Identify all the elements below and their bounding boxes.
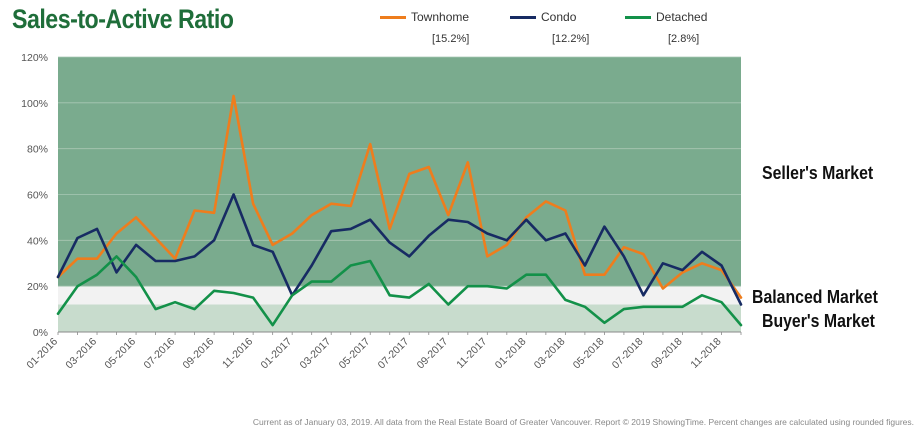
legend-pct-condo: [12.2%] bbox=[552, 33, 590, 45]
zone-label-seller: Seller's Market bbox=[762, 163, 874, 183]
x-tick-label: 01-2016 bbox=[24, 336, 60, 372]
x-tick-label: 07-2016 bbox=[141, 336, 177, 372]
legend-swatch-detached bbox=[625, 16, 651, 20]
legend-detached: Detached bbox=[625, 10, 707, 24]
legend-swatch-townhome bbox=[380, 16, 406, 20]
y-tick-label: 40% bbox=[27, 235, 48, 247]
x-tick-label: 03-2017 bbox=[298, 336, 334, 372]
legend-swatch-condo bbox=[510, 16, 536, 20]
x-tick-label: 05-2017 bbox=[337, 336, 373, 372]
x-tick-label: 11-2018 bbox=[688, 336, 723, 371]
grid-layer bbox=[58, 56, 741, 287]
x-tick-label: 03-2018 bbox=[532, 336, 568, 372]
y-tick-label: 120% bbox=[21, 52, 48, 64]
zone-label-balanced: Balanced Market bbox=[752, 287, 878, 307]
y-tick-label: 0% bbox=[33, 327, 48, 339]
x-tick-label: 09-2017 bbox=[415, 336, 451, 372]
x-tick-label: 05-2018 bbox=[571, 336, 607, 372]
legend-pct-detached: [2.8%] bbox=[668, 33, 700, 45]
x-tick-label: 11-2017 bbox=[454, 336, 489, 371]
x-tick-label: 01-2018 bbox=[493, 336, 529, 372]
legend-label-townhome: Townhome bbox=[411, 10, 470, 24]
footer-note: Current as of January 03, 2019. All data… bbox=[252, 417, 914, 427]
series-line-detached bbox=[56, 255, 743, 327]
x-tick-label: 09-2016 bbox=[180, 336, 216, 372]
x-tick-label: 01-2017 bbox=[259, 336, 295, 372]
legend-pct-townhome: [15.2%] bbox=[432, 33, 470, 45]
legend-townhome: Townhome bbox=[380, 10, 469, 24]
y-tick-label: 20% bbox=[27, 281, 48, 293]
legend-label-condo: Condo bbox=[541, 10, 577, 24]
series-line-townhome bbox=[56, 94, 743, 299]
x-tick-label: 05-2016 bbox=[102, 336, 138, 372]
y-tick-label: 60% bbox=[27, 190, 48, 202]
x-tick-label: 03-2016 bbox=[63, 336, 99, 372]
x-tick-label: 09-2018 bbox=[649, 336, 685, 372]
legend-condo: Condo bbox=[510, 10, 576, 24]
zone-label-buyer: Buyer's Market bbox=[762, 311, 875, 331]
x-tick-label: 11-2016 bbox=[220, 336, 255, 371]
chart-title: Sales-to-Active Ratio bbox=[12, 4, 234, 34]
x-tick-label: 07-2017 bbox=[376, 336, 412, 372]
lines-layer bbox=[56, 94, 743, 327]
legend-label-detached: Detached bbox=[656, 10, 708, 24]
x-tick-label: 07-2018 bbox=[610, 336, 646, 372]
y-tick-label: 100% bbox=[21, 98, 48, 110]
y-tick-label: 80% bbox=[27, 144, 48, 156]
series-line-condo bbox=[56, 193, 743, 306]
